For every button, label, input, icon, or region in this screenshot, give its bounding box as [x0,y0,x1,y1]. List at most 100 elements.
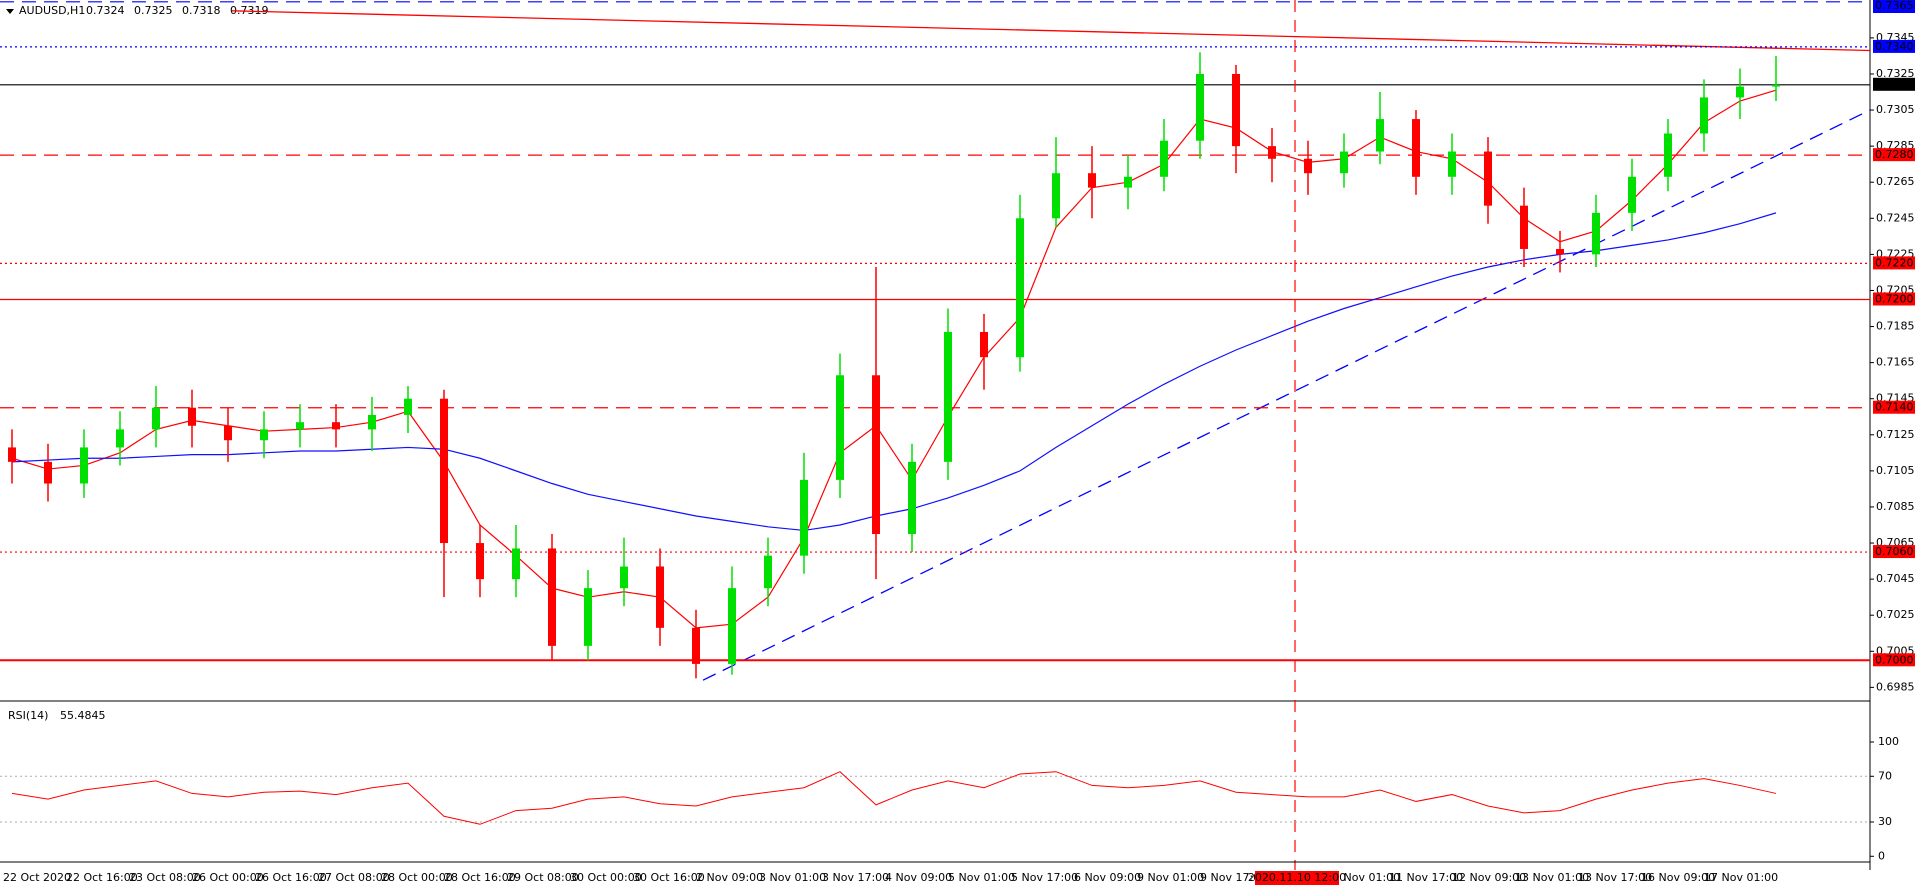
price-level-label: 0.7340 [1875,40,1914,53]
x-tick-label: 30 Oct 16:00 [633,871,705,884]
candle-body [512,548,520,580]
y-tick-label: 0.7165 [1876,356,1915,369]
candle-body [332,422,340,430]
candle-body [1664,133,1672,177]
x-tick-label: 9 Nov 17:00 [1200,871,1267,884]
rsi-line [11,771,1777,825]
x-tick-label: 30 Oct 00:00 [570,871,642,884]
price-level-box [1873,292,1915,306]
candle-body [872,375,880,535]
price-level-box [1873,39,1915,53]
x-tick-label: 9 Nov 01:00 [1137,871,1204,884]
x-tick-label: 4 Nov 09:00 [885,871,952,884]
candle-body [1448,151,1456,177]
y-tick-label: 100 [1878,735,1899,748]
price-level-box [1873,653,1915,667]
candle-body [584,588,592,646]
x-tick-label: 2 Nov 09:00 [696,871,763,884]
candle-body [1772,84,1780,87]
moving-average [11,89,1777,629]
y-tick-label: 70 [1878,769,1892,782]
price-level-box [1873,0,1915,13]
x-tick-label: 13 Nov 17:00 [1578,871,1652,884]
x-tick-label: 26 Oct 16:00 [255,871,327,884]
time-marker-box [1255,871,1339,885]
x-tick-label: 3 Nov 01:00 [759,871,826,884]
candle-body [224,425,232,441]
candle-body [296,422,304,430]
price-level-label: 0.7200 [1875,292,1914,305]
y-tick-label: 0.7045 [1876,572,1915,585]
y-tick-label: 0.7125 [1876,428,1915,441]
candle-body [116,429,124,448]
y-tick-label: 0 [1878,849,1885,862]
trendline [702,109,1871,681]
y-tick-label: 0.6985 [1876,680,1915,693]
candle-body [80,447,88,484]
price-level-label: 0.7365 [1875,0,1914,12]
x-tick-label: 5 Nov 17:00 [1011,871,1078,884]
trendline [231,10,1871,52]
x-tick-label: 6 Nov 09:00 [1074,871,1141,884]
candle-body [1592,212,1600,255]
candle-body [152,407,160,430]
x-tick-label: 17 Nov 01:00 [1704,871,1778,884]
collapse-icon[interactable] [6,9,14,14]
candle-body [1376,119,1384,152]
x-tick-label: 28 Oct 00:00 [381,871,453,884]
candle-body [656,566,664,628]
candle-body [1736,86,1744,98]
x-tick-label: 28 Oct 16:00 [444,871,516,884]
x-tick-label: 11 Nov 17:00 [1389,871,1463,884]
candle-body [728,588,736,664]
candle-body [1412,119,1420,177]
header-value: 0.7325 [134,4,173,17]
candle-body [1124,176,1132,188]
candle-body [476,543,484,580]
candle-body [1268,146,1276,159]
symbol-title: AUDUSD,H1 [19,4,85,17]
y-tick-label: 0.7105 [1876,464,1915,477]
price-level-box [1873,148,1915,162]
candle-body [44,461,52,484]
header-value: 0.7324 [86,4,125,17]
candle-body [764,555,772,589]
candle-body [1484,151,1492,206]
candle-body [1016,218,1024,358]
x-tick-label: 16 Nov 09:00 [1641,871,1715,884]
price-level-label: 0.7060 [1875,545,1914,558]
y-tick-label: 0.7265 [1876,175,1915,188]
y-tick-label: 0.7025 [1876,608,1915,621]
candle-body [836,375,844,480]
x-tick-label: 5 Nov 01:00 [948,871,1015,884]
candle-body [1232,73,1240,147]
time-marker-label: 2020.11.10 12:00 [1248,871,1346,884]
x-tick-label: 11 Nov 01:00 [1326,871,1400,884]
x-tick-label: 13 Nov 01:00 [1515,871,1589,884]
header-value: 0.7319 [230,4,269,17]
x-tick-label: 27 Oct 08:00 [318,871,390,884]
y-tick-label: 0.7245 [1876,211,1915,224]
candle-body [440,398,448,544]
candle-body [908,461,916,535]
candle-body [944,331,952,462]
moving-average [11,212,1777,532]
candle-body [404,398,412,415]
candle-body [8,447,16,462]
x-tick-label: 12 Nov 09:00 [1452,871,1526,884]
header-value: 0.7318 [182,4,221,17]
candle-body [1088,173,1096,188]
candle-body [1520,205,1528,249]
candle-body [1628,176,1636,213]
price-level-label: 0.7319 [1875,78,1914,91]
price-level-label: 0.7140 [1875,401,1914,414]
x-tick-label: 22 Oct 16:00 [66,871,138,884]
candle-body [980,331,988,358]
rsi-value: 55.4845 [60,709,106,722]
candle-body [1556,248,1564,255]
y-tick-label: 0.7185 [1876,320,1915,333]
x-tick-label: 29 Oct 08:00 [507,871,579,884]
price-level-label: 0.7280 [1875,148,1914,161]
